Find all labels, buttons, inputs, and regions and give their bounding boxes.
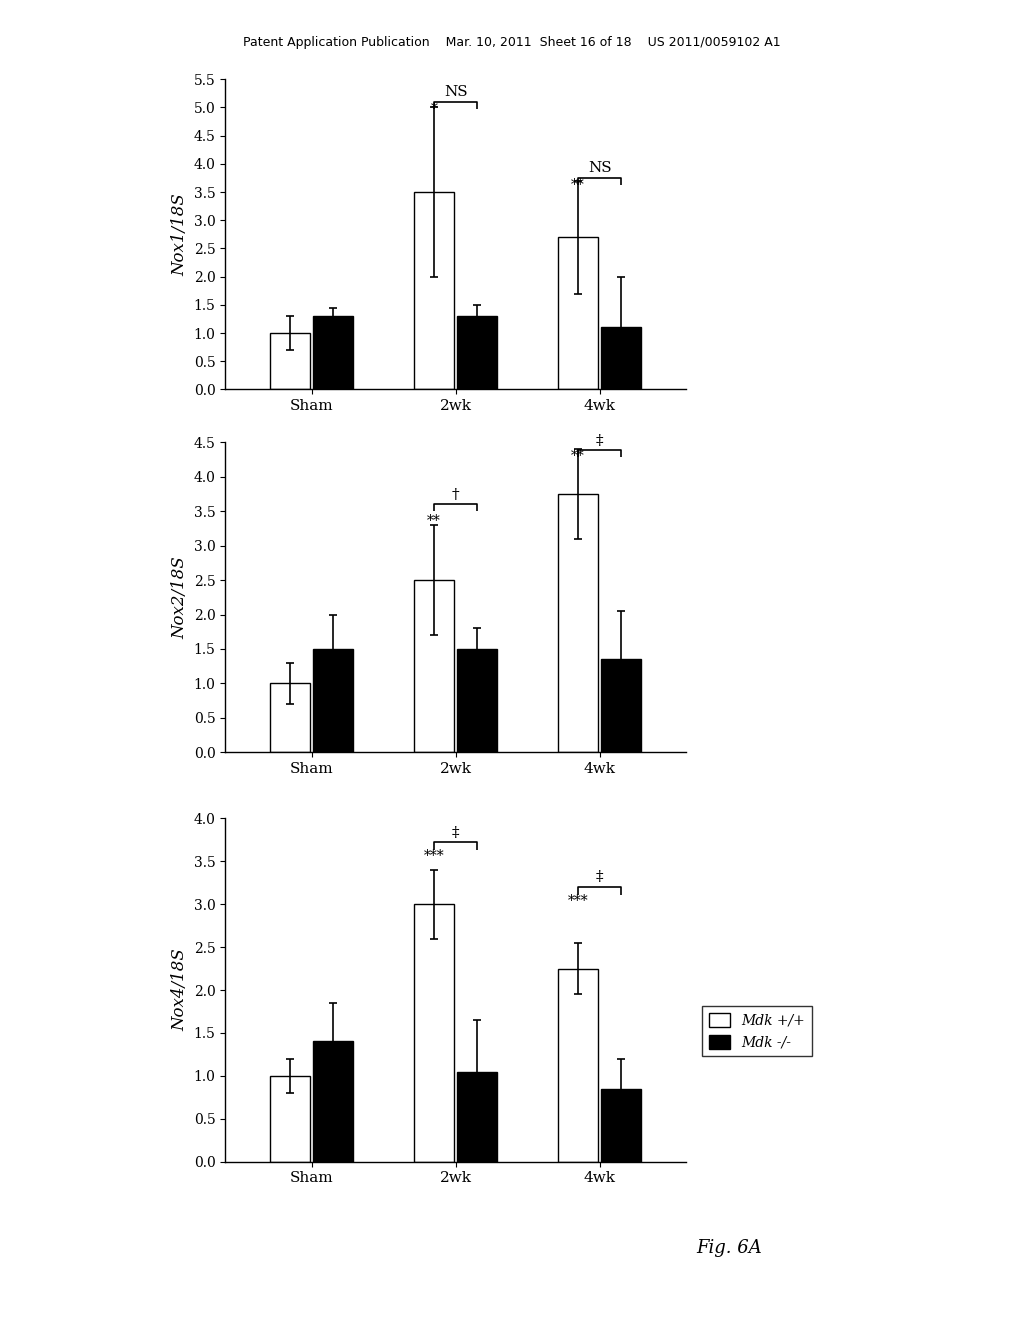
Text: NS: NS bbox=[588, 161, 611, 176]
Legend: Mdk +/+, Mdk -/-: Mdk +/+, Mdk -/- bbox=[702, 1006, 812, 1056]
Bar bbox=[313, 649, 353, 752]
Bar bbox=[558, 494, 598, 752]
Bar bbox=[270, 1076, 310, 1162]
Y-axis label: Nox1/18S: Nox1/18S bbox=[171, 193, 188, 276]
Bar bbox=[457, 649, 498, 752]
Bar bbox=[414, 191, 455, 389]
Bar bbox=[601, 659, 641, 752]
Y-axis label: Nox2/18S: Nox2/18S bbox=[171, 556, 188, 639]
Text: †: † bbox=[452, 488, 460, 502]
Bar bbox=[558, 969, 598, 1162]
Bar bbox=[457, 1072, 498, 1162]
Text: Fig. 6A: Fig. 6A bbox=[696, 1238, 762, 1257]
Text: ‡: ‡ bbox=[596, 870, 603, 884]
Text: ‡: ‡ bbox=[452, 826, 460, 840]
Bar bbox=[601, 1089, 641, 1162]
Text: ***: *** bbox=[424, 849, 444, 863]
Bar bbox=[313, 1041, 353, 1162]
Text: ‡: ‡ bbox=[596, 434, 603, 447]
Text: Patent Application Publication    Mar. 10, 2011  Sheet 16 of 18    US 2011/00591: Patent Application Publication Mar. 10, … bbox=[243, 36, 781, 49]
Bar bbox=[270, 333, 310, 389]
Text: *: * bbox=[431, 102, 437, 116]
Text: NS: NS bbox=[443, 86, 468, 99]
Bar bbox=[457, 315, 498, 389]
Bar bbox=[601, 327, 641, 389]
Bar bbox=[414, 904, 455, 1162]
Bar bbox=[558, 238, 598, 389]
Y-axis label: Nox4/18S: Nox4/18S bbox=[171, 949, 188, 1031]
Bar bbox=[313, 315, 353, 389]
Bar bbox=[414, 579, 455, 752]
Text: **: ** bbox=[427, 515, 441, 528]
Text: **: ** bbox=[571, 178, 585, 191]
Bar bbox=[270, 684, 310, 752]
Text: ***: *** bbox=[567, 895, 589, 908]
Text: **: ** bbox=[571, 449, 585, 463]
